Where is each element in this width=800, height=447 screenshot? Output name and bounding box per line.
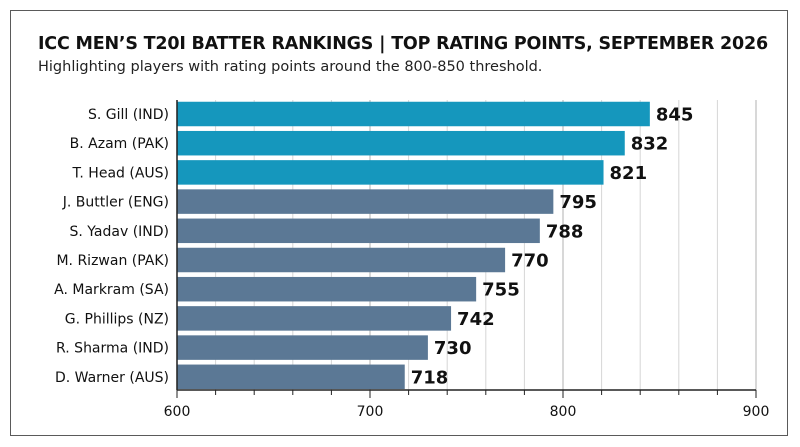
value-label: 832 [631,134,669,155]
value-label: 845 [656,105,694,126]
bar [177,335,428,360]
value-label: 755 [482,280,520,301]
value-label: 795 [559,192,597,213]
category-label: M. Rizwan (PAK) [56,253,169,269]
x-tick-label: 900 [743,404,770,420]
bar [177,364,405,390]
category-label: A. Markram (SA) [54,282,169,298]
chart-title: ICC MEN’S T20I BATTER RANKINGS | TOP RAT… [38,34,768,54]
bar [177,218,540,244]
bar [177,276,477,302]
category-label: S. Gill (IND) [88,107,169,123]
x-tick-label: 700 [357,404,384,420]
value-label: 718 [411,367,449,388]
value-label: 821 [610,163,648,184]
category-label: S. Yadav (IND) [70,224,170,240]
value-label: 730 [434,338,472,359]
axes-group: 600 700 800 900 [164,100,770,420]
category-label: G. Phillips (NZ) [65,311,169,327]
category-label: R. Sharma (IND) [56,341,169,357]
bar [177,130,625,156]
labels-group: S. Gill (IND) 845 B. Azam (PAK) 832 T. Head … [54,105,693,389]
bars-group [177,101,650,390]
bar [177,160,604,185]
bar [177,101,650,127]
chart-subtitle: Highlighting players with rating points … [38,59,543,75]
category-label: B. Azam (PAK) [70,136,169,152]
category-label: D. Warner (AUS) [55,370,169,386]
bar [177,189,554,214]
bar [177,247,506,273]
bar [177,306,452,331]
value-label: 788 [546,221,584,242]
category-label: J. Buttler (ENG) [62,195,169,211]
x-tick-label: 800 [550,404,577,420]
x-tick-label: 600 [164,404,191,420]
category-label: T. Head (AUS) [72,165,169,181]
value-label: 742 [457,309,495,330]
value-label: 770 [511,251,549,272]
